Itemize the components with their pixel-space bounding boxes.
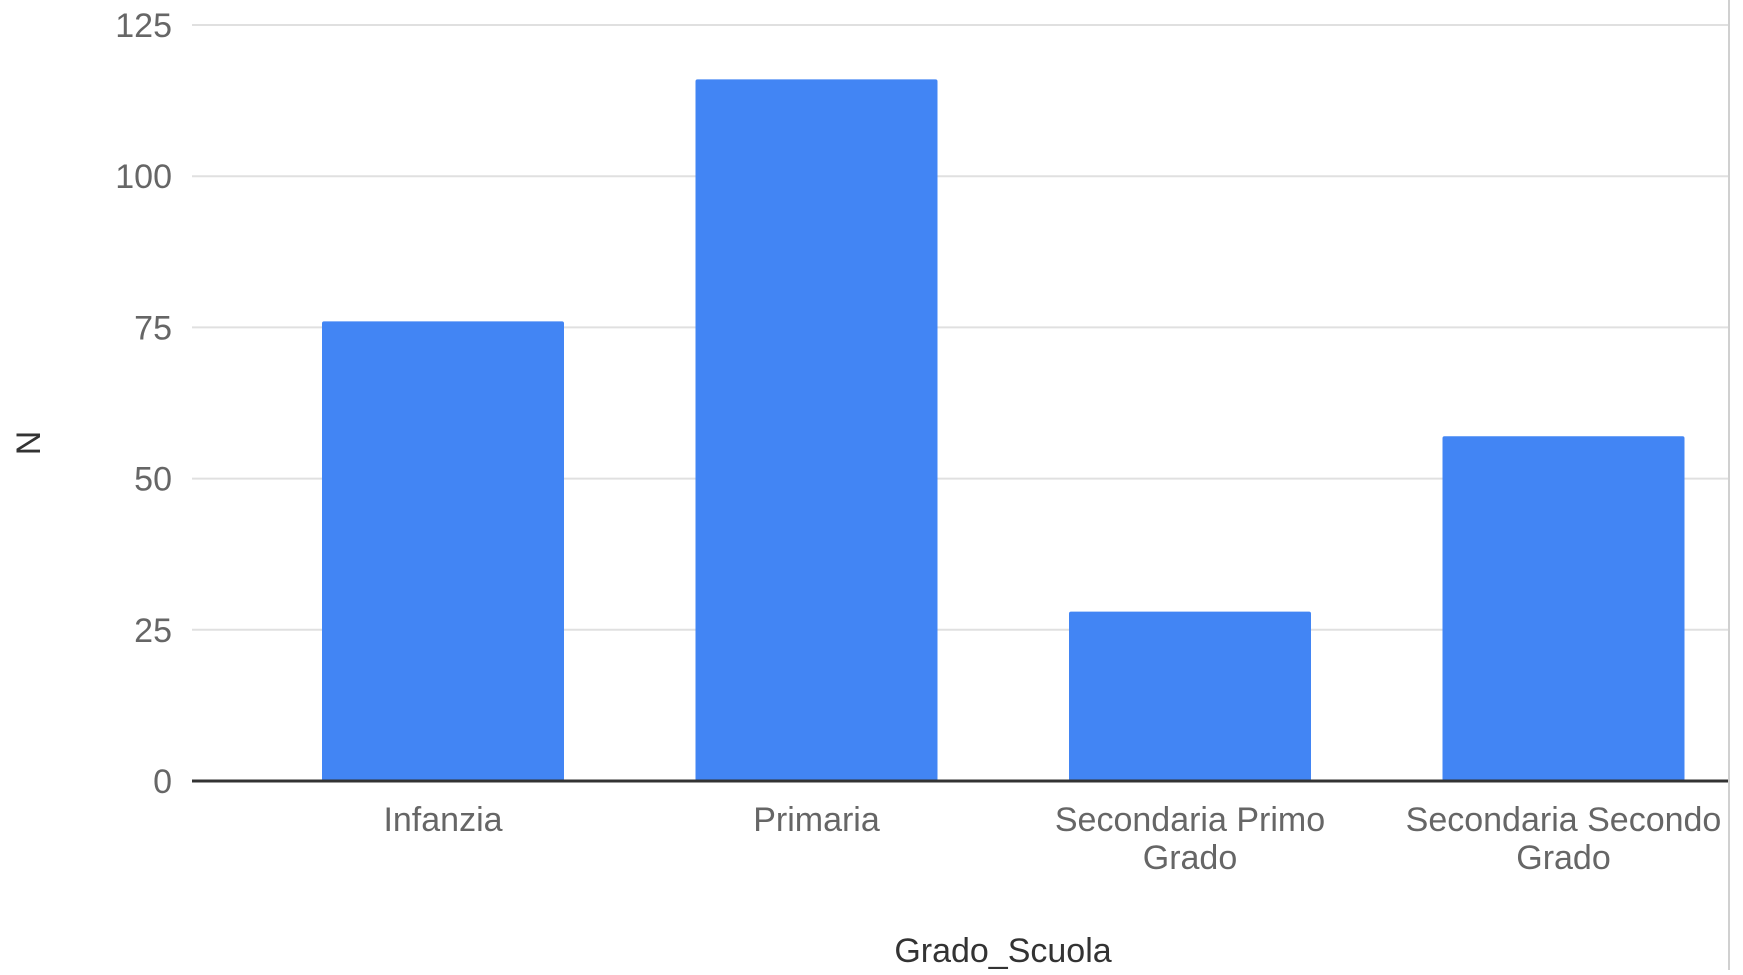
y-tick-label: 0	[153, 763, 172, 801]
x-category-label: Secondaria Secondo Grado	[1406, 801, 1722, 877]
panel-right-border	[1728, 0, 1730, 970]
y-tick-label: 75	[134, 309, 172, 347]
x-category-label-line: Secondaria Primo	[1055, 801, 1325, 839]
bar	[322, 321, 564, 781]
x-category-label-line: Grado	[1516, 839, 1611, 877]
x-category-label-line: Secondaria Secondo	[1406, 801, 1722, 839]
y-tick-label: 50	[134, 461, 172, 499]
bars	[322, 79, 1685, 781]
y-tick-label: 125	[115, 7, 172, 45]
x-category-label: Infanzia	[383, 801, 502, 839]
bar	[1443, 436, 1685, 781]
x-category-label-line: Grado	[1143, 839, 1238, 877]
y-axis-ticks: 0 25 50 75 100 125	[115, 7, 172, 801]
x-axis-categories: Infanzia Primaria Secondaria Primo GradoSec…	[383, 801, 1721, 877]
y-tick-label: 25	[134, 612, 172, 650]
bar	[696, 79, 938, 781]
x-category-label-line: Primaria	[753, 801, 880, 839]
y-axis-title: N	[10, 431, 48, 456]
y-tick-label: 100	[115, 158, 172, 196]
x-category-label-line: Infanzia	[383, 801, 502, 839]
x-axis-title: Grado_Scuola	[894, 932, 1111, 970]
x-category-label: Secondaria Primo Grado	[1055, 801, 1325, 877]
bar	[1069, 612, 1311, 781]
x-category-label: Primaria	[753, 801, 880, 839]
